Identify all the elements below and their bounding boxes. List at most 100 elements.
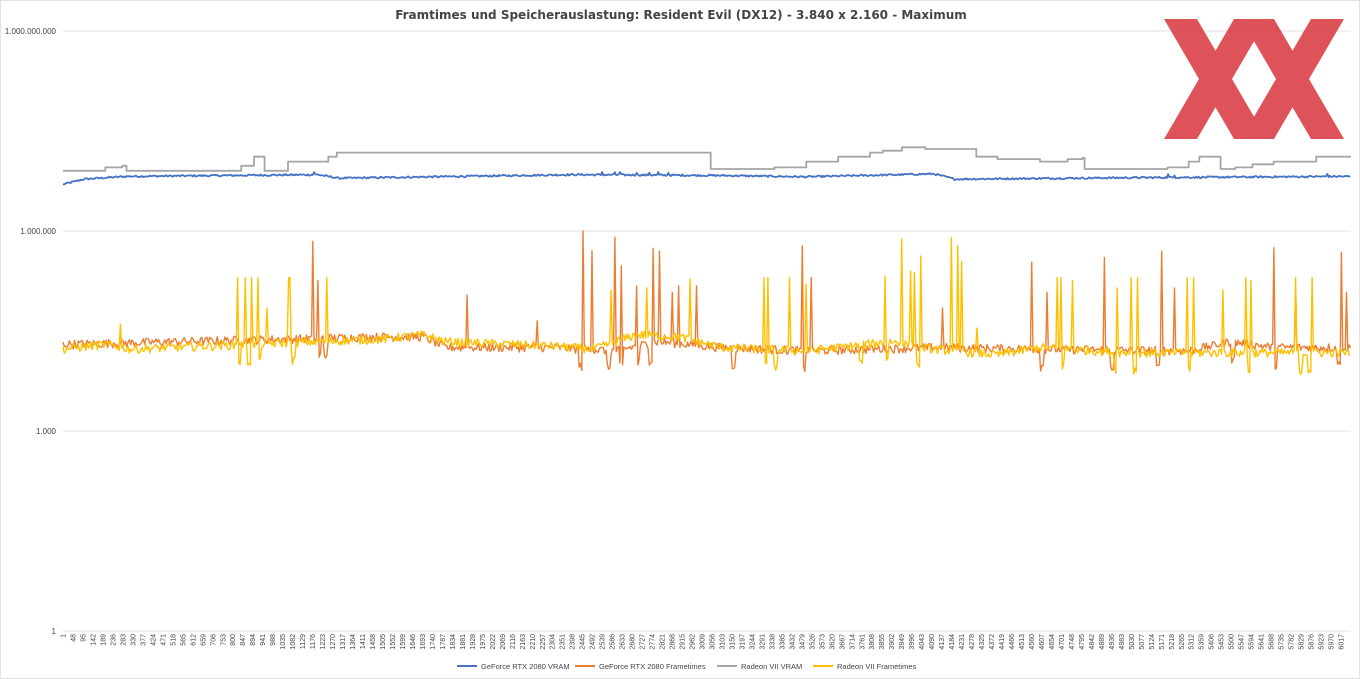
- x-tick-label: 2351: [560, 634, 567, 650]
- x-tick-label: 4372: [989, 634, 996, 650]
- x-tick-label: 1458: [370, 634, 377, 650]
- x-tick-label: 5594: [1249, 634, 1256, 650]
- x-tick-label: 5124: [1149, 634, 1156, 650]
- x-tick-label: 941: [260, 634, 267, 646]
- x-tick-label: 2586: [610, 634, 617, 650]
- x-tick-label: 1834: [450, 634, 457, 650]
- x-tick-label: 48: [70, 634, 77, 642]
- x-tick-label: 5923: [1319, 634, 1326, 650]
- x-tick-label: 4043: [919, 634, 926, 650]
- x-tick-label: 1082: [290, 634, 297, 650]
- x-tick-label: 1270: [330, 634, 337, 650]
- x-tick-label: 3714: [849, 634, 856, 650]
- x-tick-label: 1975: [480, 634, 487, 650]
- x-tick-label: 4748: [1069, 634, 1076, 650]
- x-tick-label: 3573: [819, 634, 826, 650]
- x-tick-label: 4184: [949, 634, 956, 650]
- series-line-0: [62, 171, 1351, 186]
- x-tick-label: 95: [80, 634, 87, 642]
- x-tick-label: 5171: [1159, 634, 1166, 650]
- x-tick-label: 2680: [630, 634, 637, 650]
- x-tick-label: 1740: [430, 634, 437, 650]
- x-tick-label: 3432: [789, 634, 796, 650]
- x-tick-label: 3996: [909, 634, 916, 650]
- x-tick-label: 5829: [1299, 634, 1306, 650]
- x-tick-label: 1928: [470, 634, 477, 650]
- x-tick-label: 5218: [1169, 634, 1176, 650]
- x-tick-label: 5688: [1269, 634, 1276, 650]
- x-tick-label: 424: [150, 634, 157, 646]
- x-tick-label: 1364: [350, 634, 357, 650]
- x-tick-label: 2163: [520, 634, 527, 650]
- x-tick-label: 377: [140, 634, 147, 646]
- series-lines: [62, 146, 1352, 376]
- x-tick-label: 3197: [739, 634, 746, 650]
- x-tick-label: 5782: [1289, 634, 1296, 650]
- x-tick-label: 236: [110, 634, 117, 646]
- x-tick-label: 4278: [969, 634, 976, 650]
- x-tick-label: 5970: [1329, 634, 1336, 650]
- x-tick-label: 659: [200, 634, 207, 646]
- y-axis-ticks: 1.000.000.000 1.000.000 1.000 1: [5, 27, 57, 636]
- x-tick-label: 1693: [420, 634, 427, 650]
- x-tick-label: 471: [160, 634, 167, 646]
- x-tick-label: 1: [61, 634, 68, 638]
- x-tick-label: 4983: [1119, 634, 1126, 650]
- x-tick-label: 1129: [300, 634, 307, 649]
- x-tick-label: 5359: [1199, 634, 1206, 650]
- legend: GeForce RTX 2080 VRAM GeForce RTX 2080 Fr…: [457, 662, 916, 671]
- x-tick-label: 1646: [410, 634, 417, 650]
- x-tick-label: 2821: [660, 634, 667, 650]
- x-tick-label: 5453: [1219, 634, 1226, 650]
- x-tick-label: 142: [90, 634, 97, 646]
- series-line-2: [63, 146, 1351, 172]
- x-tick-label: 2774: [650, 634, 657, 650]
- x-tick-label: 612: [190, 634, 197, 646]
- x-tick-label: 1881: [460, 634, 467, 650]
- x-tick-label: 4889: [1099, 634, 1106, 650]
- x-axis-ticks: 1 48 95 142 189 236 283 330 377 424 471 518 565 612 65…: [61, 634, 1346, 650]
- x-tick-label: 3338: [769, 634, 776, 650]
- legend-label: GeForce RTX 2080 VRAM: [481, 662, 570, 671]
- y-tick-label: 1.000.000: [20, 227, 56, 236]
- x-tick-label: 1552: [390, 634, 397, 650]
- x-tick-label: 1035: [280, 634, 287, 650]
- x-tick-label: 3244: [749, 634, 756, 650]
- x-tick-label: 5312: [1189, 634, 1196, 650]
- x-tick-label: 5077: [1139, 634, 1146, 650]
- x-tick-label: 2398: [570, 634, 577, 650]
- x-tick-label: 2445: [580, 634, 587, 650]
- x-tick-label: 4325: [979, 634, 986, 650]
- x-tick-label: 753: [220, 634, 227, 646]
- x-tick-label: 2116: [510, 634, 517, 649]
- series-line-1: [62, 230, 1352, 373]
- x-tick-label: 283: [120, 634, 127, 646]
- x-tick-label: 4795: [1079, 634, 1086, 650]
- x-tick-label: 4466: [1009, 634, 1016, 650]
- x-tick-label: 4936: [1109, 634, 1116, 650]
- x-tick-label: 1411: [360, 634, 367, 649]
- x-tick-label: 3761: [859, 634, 866, 650]
- x-tick-label: 3667: [839, 634, 846, 650]
- x-tick-label: 1317: [340, 634, 347, 650]
- x-tick-label: 5641: [1259, 634, 1266, 650]
- x-tick-label: 894: [250, 634, 257, 646]
- x-tick-label: 3479: [799, 634, 806, 650]
- x-tick-label: 800: [230, 634, 237, 646]
- x-tick-label: 4842: [1089, 634, 1096, 650]
- x-tick-label: 5265: [1179, 634, 1186, 650]
- x-tick-label: 2022: [490, 634, 497, 650]
- x-tick-label: 4513: [1019, 634, 1026, 650]
- x-tick-label: 5735: [1279, 634, 1286, 650]
- x-tick-label: 4560: [1029, 634, 1036, 650]
- y-tick-label: 1: [52, 627, 57, 636]
- x-tick-label: 330: [130, 634, 137, 646]
- x-tick-label: 2304: [550, 634, 557, 650]
- x-tick-label: 1505: [380, 634, 387, 650]
- x-tick-label: 706: [210, 634, 217, 646]
- x-tick-label: 4654: [1049, 634, 1056, 650]
- x-tick-label: 4137: [939, 634, 946, 650]
- legend-label: Radeon VII Frametimes: [837, 662, 916, 671]
